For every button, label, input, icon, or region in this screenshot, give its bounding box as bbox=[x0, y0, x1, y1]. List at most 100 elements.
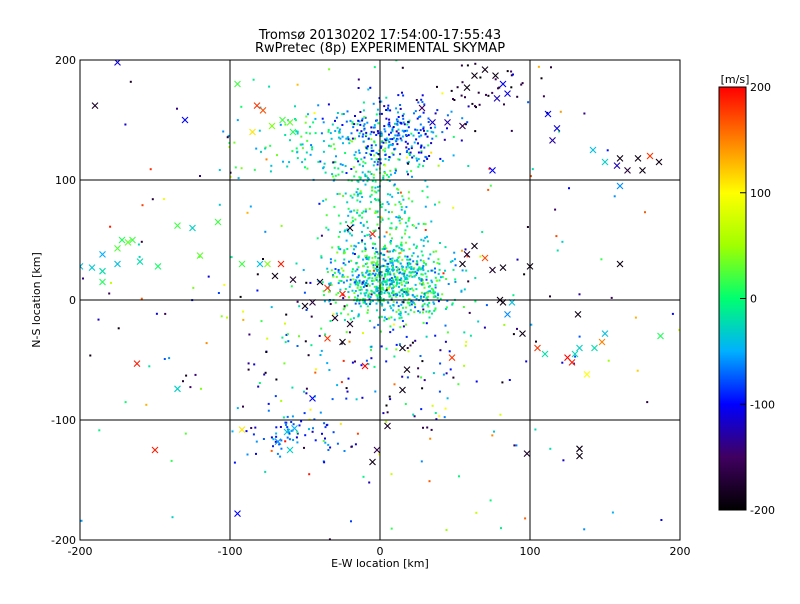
dot-point bbox=[415, 226, 418, 229]
dot-point bbox=[314, 117, 317, 120]
dot-point bbox=[287, 340, 290, 343]
dot-point bbox=[398, 252, 401, 255]
dot-point bbox=[444, 340, 447, 343]
dot-point bbox=[561, 240, 564, 243]
dot-point bbox=[370, 173, 373, 175]
dot-point bbox=[411, 275, 414, 278]
dot-point bbox=[364, 301, 366, 304]
dot-point bbox=[394, 134, 397, 137]
dot-point bbox=[427, 117, 430, 120]
dot-point bbox=[412, 268, 415, 271]
dot-point bbox=[380, 133, 383, 136]
dot-point bbox=[393, 272, 395, 275]
dot-point bbox=[295, 436, 298, 439]
dot-point bbox=[370, 149, 373, 152]
dot-point bbox=[610, 296, 613, 299]
dot-point bbox=[354, 218, 357, 221]
dot-point bbox=[343, 450, 346, 452]
dot-point bbox=[380, 146, 382, 149]
x-marker-point bbox=[196, 252, 204, 259]
dot-point bbox=[375, 268, 378, 271]
dot-point bbox=[364, 248, 367, 251]
dot-point bbox=[381, 304, 383, 307]
dot-point bbox=[434, 334, 437, 337]
dot-point bbox=[611, 511, 614, 514]
dot-point bbox=[313, 112, 316, 115]
dot-point bbox=[411, 156, 414, 159]
dot-point bbox=[364, 284, 367, 287]
dot-point bbox=[309, 408, 312, 411]
dot-point bbox=[330, 137, 333, 140]
x-marker-point bbox=[568, 359, 576, 366]
dot-point bbox=[292, 439, 295, 441]
x-marker-point bbox=[634, 155, 642, 162]
dot-point bbox=[483, 326, 486, 329]
x-marker-point bbox=[463, 251, 471, 258]
dot-point bbox=[375, 151, 378, 154]
x-marker-point bbox=[369, 230, 376, 238]
dot-point bbox=[424, 205, 427, 208]
x-marker-point bbox=[214, 218, 222, 226]
dot-point bbox=[364, 173, 367, 176]
dot-point bbox=[401, 114, 404, 117]
dot-point bbox=[372, 164, 375, 167]
dot-point bbox=[352, 166, 355, 169]
dot-point bbox=[397, 305, 400, 308]
dot-point bbox=[453, 99, 456, 101]
dot-point bbox=[347, 136, 350, 139]
dot-point bbox=[531, 168, 534, 171]
dot-point bbox=[445, 307, 447, 310]
dot-point bbox=[346, 304, 349, 307]
dot-point bbox=[275, 435, 278, 438]
dot-point bbox=[397, 216, 400, 219]
dot-point bbox=[402, 325, 405, 328]
dot-point bbox=[252, 78, 255, 81]
dot-point bbox=[331, 123, 334, 126]
dot-point bbox=[374, 198, 377, 200]
dot-point bbox=[349, 210, 352, 213]
dot-point bbox=[329, 303, 332, 305]
dot-point bbox=[512, 333, 515, 336]
dot-point bbox=[487, 188, 490, 191]
dot-point bbox=[415, 247, 418, 249]
dot-point bbox=[383, 292, 386, 294]
dot-point bbox=[390, 283, 393, 285]
dot-point bbox=[349, 318, 352, 321]
dot-point bbox=[338, 279, 341, 282]
dot-point bbox=[396, 134, 399, 137]
dot-point bbox=[370, 153, 372, 156]
dot-point bbox=[358, 289, 361, 291]
dot-point bbox=[399, 271, 402, 274]
dot-point bbox=[336, 126, 339, 129]
dot-point bbox=[443, 138, 446, 141]
dot-point bbox=[407, 121, 410, 124]
dot-point bbox=[342, 252, 345, 255]
x-marker-point bbox=[504, 311, 511, 318]
dot-point bbox=[357, 266, 360, 269]
dot-point bbox=[364, 242, 366, 245]
dot-point bbox=[403, 210, 406, 213]
dot-point bbox=[284, 341, 287, 344]
dot-point bbox=[317, 104, 320, 107]
dot-point bbox=[358, 132, 361, 135]
dot-point bbox=[397, 158, 400, 161]
dot-point bbox=[414, 339, 417, 342]
dot-point bbox=[340, 381, 343, 384]
dot-point bbox=[376, 108, 379, 111]
dot-point bbox=[137, 243, 140, 246]
dot-point bbox=[378, 316, 381, 319]
dot-point bbox=[343, 251, 346, 254]
dot-point bbox=[288, 161, 291, 164]
dot-point bbox=[377, 300, 380, 303]
dot-point bbox=[369, 171, 371, 173]
dot-point bbox=[488, 167, 491, 170]
dot-point bbox=[377, 132, 380, 135]
dot-point bbox=[357, 180, 360, 183]
dot-point bbox=[432, 292, 435, 295]
x-marker-point bbox=[583, 371, 591, 378]
dot-point bbox=[410, 303, 413, 306]
dot-point bbox=[389, 325, 392, 328]
dot-point bbox=[391, 127, 394, 130]
dot-point bbox=[384, 158, 387, 160]
dot-point bbox=[406, 292, 409, 294]
